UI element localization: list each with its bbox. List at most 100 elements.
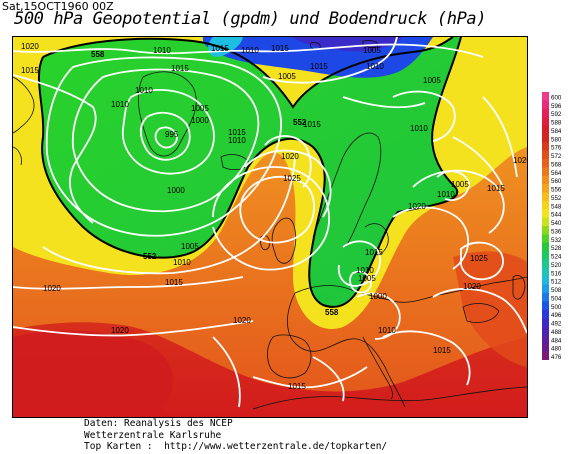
scale-label: 524 [551,254,562,261]
footer-org: Wetterzentrale Karlsruhe [84,429,222,441]
isobar-label: 1010 [437,190,455,199]
scale-label: 596 [551,103,562,110]
scale-label: 592 [551,111,562,118]
color-scale: 600 596 592 588 584 580 576 572 568 564 560 556 552 5… [542,92,568,361]
isobar-label: 1010 [410,124,428,133]
isobar-label: 1020 [463,282,481,291]
scale-swatch [542,226,549,235]
scale-swatch [542,293,549,302]
isobar-label: 1000 [369,292,387,301]
isobar-label: 1015 [433,346,451,355]
scale-label: 540 [551,220,562,227]
field-red-pool [13,330,174,417]
footer-source: Daten: Reanalysis des NCEP [84,418,233,429]
field-blue-deep [293,37,403,52]
scale-label: 600 [551,94,562,101]
scale-swatch [542,217,549,227]
isobar-label: 1010 [241,46,259,55]
scale-swatch [542,276,549,285]
scale-swatch [542,343,549,352]
isobar-label: 1010 [228,136,246,145]
field-green [38,37,461,307]
scale-label: 528 [551,245,562,252]
isobar-label: 1015 [171,64,189,73]
scale-swatch [542,326,549,336]
isobar-label: 1005 [358,274,376,283]
weather-map: 1020 1010 1015 1010 1015 1005 1015 1005 1015 1010… [12,36,528,418]
isobar-label: 1020 [513,156,527,165]
map-date: Sat,15OCT1960 00Z [2,0,114,13]
scale-swatch [542,117,549,126]
scale-swatch [542,175,549,185]
scale-label: 576 [551,145,562,152]
contour-label: 552 [293,118,307,127]
scale-swatch [542,267,549,277]
isobar-label: 1000 [191,116,209,125]
scale-swatch [542,100,549,110]
isobar-label: 1020 [408,202,426,211]
map-footer: Daten: Reanalysis des NCEP Wetterzentral… [84,418,387,453]
scale-label: 532 [551,237,562,244]
isobar-label: 1010 [173,258,191,267]
scale-swatch [542,92,549,101]
scale-swatch [542,251,549,260]
isobar-label: 1025 [470,254,488,263]
scale-swatch [542,133,549,143]
isobar-label: 1015 [211,44,229,53]
isobar-label: 1020 [233,316,251,325]
scale-swatch [542,142,549,151]
isobar-label: 1015 [365,248,383,257]
scale-label: 508 [551,287,562,294]
scale-swatch [542,108,549,118]
scale-label: 500 [551,304,562,311]
scale-label: 476 [551,354,562,360]
scale-label: 492 [551,321,562,328]
scale-label: 484 [551,337,562,344]
scale-label: 480 [551,346,562,353]
isobar-label: 1010 [135,86,153,95]
isobar-label: 1000 [167,186,185,195]
isobar-labels: 1020 1010 1015 1010 1015 1005 1015 1005 1015 1010… [21,42,527,391]
scale-swatch [542,284,549,294]
scale-label: 564 [551,170,562,177]
scale-swatch [542,259,549,269]
isobar-label: 1005 [191,104,209,113]
scale-label: 584 [551,128,562,135]
scale-label: 580 [551,136,562,143]
coastlines [13,40,527,410]
scale-label: 552 [551,195,562,202]
isobar-label: 1020 [21,42,39,51]
scale-swatch [542,125,549,135]
scale-swatch [542,234,549,244]
isobar-label: 1020 [111,326,129,335]
scale-label: 588 [551,120,562,127]
scale-label: 496 [551,312,562,319]
isobar-label: 1015 [487,184,505,193]
scale-label: 544 [551,212,562,219]
scale-label: 520 [551,262,562,269]
isobar-label: 1005 [278,72,296,81]
isobar-label: 1015 [288,382,306,391]
scale-swatch [542,150,549,160]
isobar-label: 1005 [363,46,381,55]
scale-swatch [542,242,549,252]
scale-swatch [542,301,549,311]
scale-swatch [542,184,549,193]
footer-link[interactable]: Top Karten : http://www.wetterzentrale.d… [84,441,388,452]
scale-label: 560 [551,178,562,185]
isobar-label: 1010 [378,326,396,335]
isobar-label: 1025 [283,174,301,183]
scale-label: 572 [551,153,562,160]
scale-swatch [542,318,549,327]
isobar-label: 1015 [303,120,321,129]
contour-labels: 558 552 552 558 [91,50,339,317]
scale-label: 516 [551,270,562,277]
contour-552 [37,37,462,308]
scale-swatch [542,334,549,344]
isobar-label: 1015 [165,278,183,287]
scale-swatch [542,351,549,361]
scale-swatch [542,309,549,319]
scale-label: 556 [551,187,562,194]
isobar-label: 1010 [111,100,129,109]
isobar-label: 1005 [423,76,441,85]
